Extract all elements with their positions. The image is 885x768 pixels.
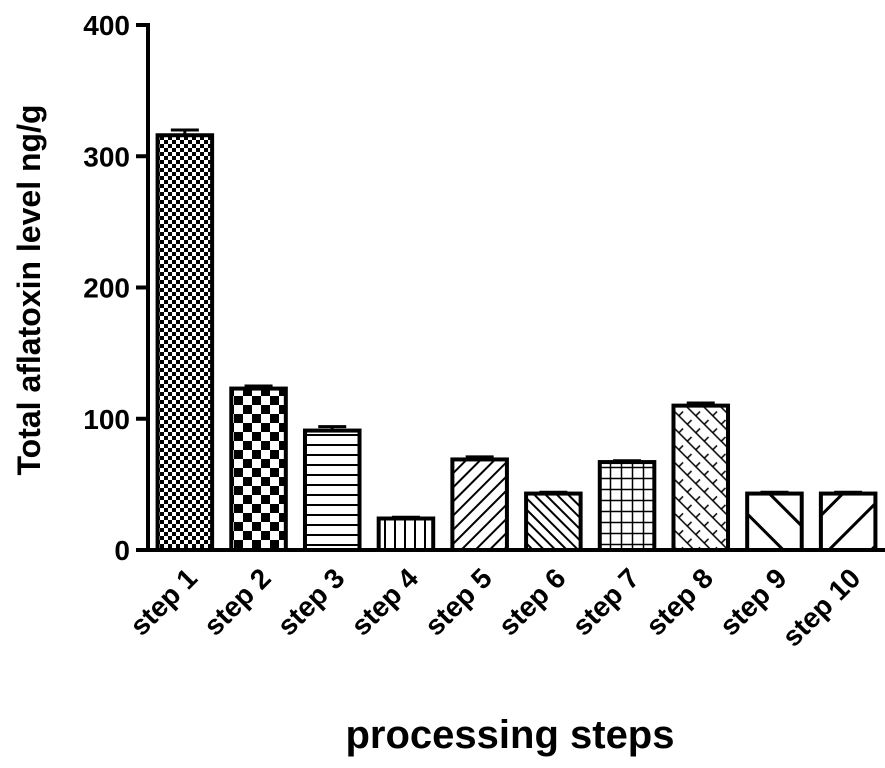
y-tick-label: 0	[114, 535, 130, 566]
bar	[452, 459, 507, 550]
bar	[379, 519, 434, 551]
error-bar	[539, 492, 567, 493]
x-tick-label: step 8	[640, 562, 719, 641]
x-tick-label: step 10	[776, 562, 866, 652]
bar	[821, 494, 876, 550]
bar	[526, 494, 581, 550]
y-tick-label: 300	[83, 141, 130, 172]
bar	[747, 494, 802, 550]
bar	[158, 135, 213, 550]
chart: processing steps Total aflatoxin level n…	[0, 0, 885, 768]
bar	[305, 431, 360, 550]
x-tick-label: step 3	[271, 562, 350, 641]
error-bar	[760, 492, 788, 493]
y-tick-label: 100	[83, 404, 130, 435]
error-bar	[834, 492, 862, 493]
x-tick-label: step 2	[198, 562, 277, 641]
bar	[673, 406, 728, 550]
y-tick-label: 400	[83, 10, 130, 41]
error-bar	[613, 461, 641, 462]
x-tick-label: step 7	[566, 562, 645, 641]
x-tick-label: step 1	[124, 562, 203, 641]
x-tick-label: step 5	[419, 562, 498, 641]
error-bar	[392, 517, 420, 518]
y-axis-label: Total aflatoxin level ng/g	[11, 104, 47, 475]
bar	[231, 389, 286, 550]
bar	[600, 462, 655, 550]
y-tick-label: 200	[83, 273, 130, 304]
x-tick-label: step 6	[492, 562, 571, 641]
x-tick-label: step 4	[345, 562, 424, 641]
x-axis-label: processing steps	[345, 713, 674, 757]
